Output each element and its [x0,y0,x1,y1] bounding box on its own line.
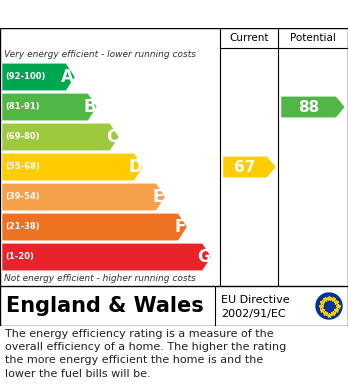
Polygon shape [2,93,97,121]
Text: Very energy efficient - lower running costs: Very energy efficient - lower running co… [4,50,196,59]
Text: Energy Efficiency Rating: Energy Efficiency Rating [59,5,289,23]
Text: C: C [106,128,118,146]
Text: B: B [84,98,96,116]
Polygon shape [2,183,165,211]
Text: Not energy efficient - higher running costs: Not energy efficient - higher running co… [4,274,196,283]
Text: Potential: Potential [290,33,336,43]
Polygon shape [2,213,187,241]
Circle shape [316,293,342,319]
Text: G: G [197,248,211,266]
Polygon shape [2,63,75,91]
Text: F: F [175,218,186,236]
Text: Current: Current [229,33,269,43]
Text: (39-54): (39-54) [5,192,40,201]
Polygon shape [281,96,345,118]
Text: (1-20): (1-20) [5,253,34,262]
Text: EU Directive: EU Directive [221,295,290,305]
Text: The energy efficiency rating is a measure of the
overall efficiency of a home. T: The energy efficiency rating is a measur… [5,329,286,378]
Polygon shape [2,243,211,271]
Polygon shape [2,123,119,151]
Polygon shape [2,153,143,181]
Text: E: E [153,188,164,206]
Text: (81-91): (81-91) [5,102,40,111]
Text: 67: 67 [234,160,256,174]
Text: 88: 88 [298,99,319,115]
Text: D: D [128,158,142,176]
Polygon shape [223,156,276,178]
Text: (92-100): (92-100) [5,72,45,81]
Text: (55-68): (55-68) [5,163,40,172]
Text: 2002/91/EC: 2002/91/EC [221,309,286,319]
Text: (21-38): (21-38) [5,222,40,231]
Text: (69-80): (69-80) [5,133,40,142]
Text: England & Wales: England & Wales [6,296,204,316]
Text: A: A [61,68,74,86]
